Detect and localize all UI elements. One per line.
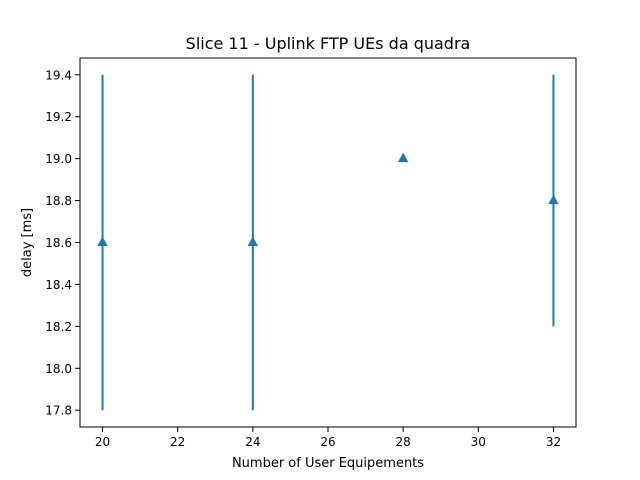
y-tick-label: 17.8 (45, 404, 72, 418)
x-axis-ticks: 20 22 24 26 28 30 32 (95, 427, 561, 449)
y-axis-ticks: 17.8 18.0 18.2 18.4 18.6 18.8 19.0 19.2 19.4 (45, 68, 80, 418)
x-tick-label: 22 (170, 435, 185, 449)
x-tick-label: 30 (471, 435, 486, 449)
x-tick-label: 28 (396, 435, 411, 449)
y-tick-label: 18.8 (45, 194, 72, 208)
y-axis-label: delay [ms] (20, 208, 35, 277)
x-tick-label: 20 (95, 435, 110, 449)
plot-background (80, 58, 576, 427)
y-tick-label: 18.4 (45, 278, 72, 292)
data-point-marker (548, 194, 559, 205)
y-tick-label: 18.6 (45, 236, 72, 250)
data-point-marker (97, 236, 108, 246)
y-tick-label: 19.4 (45, 68, 72, 82)
data-point-marker (247, 236, 259, 246)
data-point-marker (397, 152, 409, 163)
chart-title: Slice 11 - Uplink FTP UEs da quadra (186, 34, 471, 53)
x-tick-label: 26 (320, 435, 335, 449)
x-tick-label: 24 (245, 435, 260, 449)
y-tick-label: 19.2 (45, 110, 72, 124)
y-tick-label: 18.0 (45, 362, 72, 376)
y-tick-label: 18.2 (45, 320, 72, 334)
x-axis-label: Number of User Equipements (232, 456, 424, 471)
x-tick-label: 32 (546, 435, 561, 449)
y-tick-label: 19.0 (45, 152, 72, 166)
chart-marks (97, 74, 559, 411)
